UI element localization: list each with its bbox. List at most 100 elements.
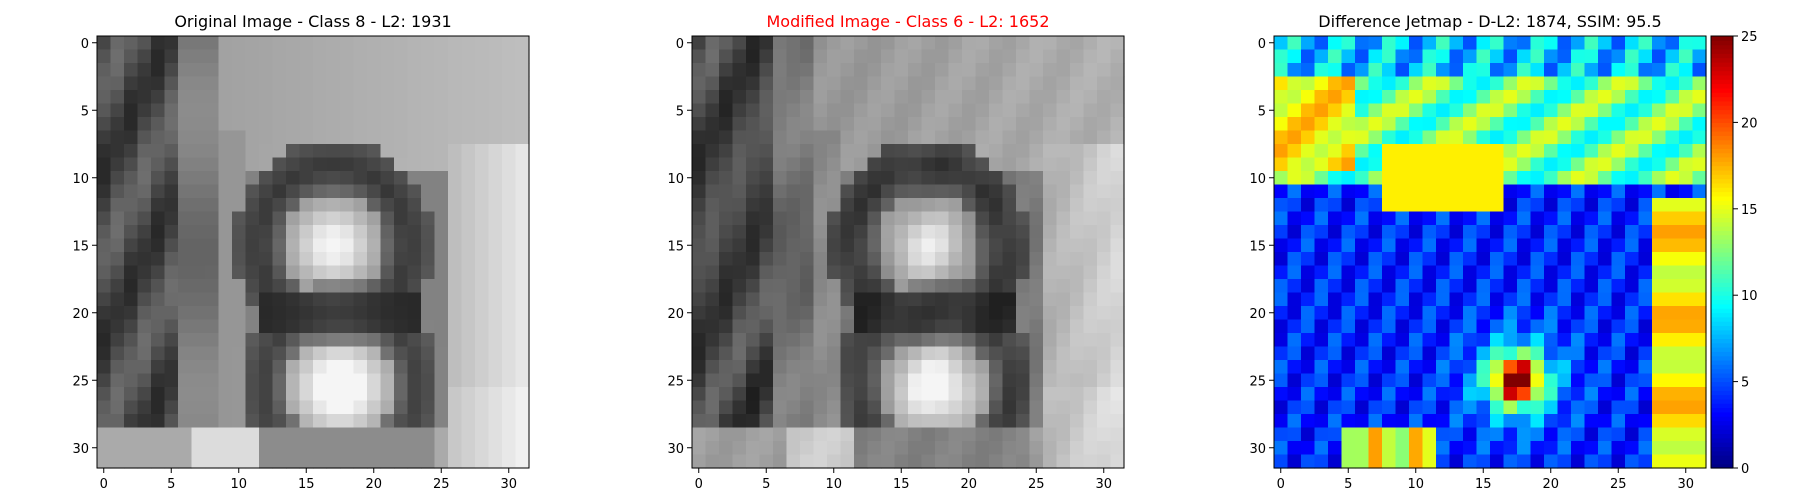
heatmap-cell — [380, 292, 395, 307]
heatmap-cell — [1463, 306, 1478, 321]
heatmap-cell — [813, 414, 828, 429]
heatmap-cell — [137, 117, 152, 132]
heatmap-cell — [719, 171, 734, 186]
heatmap-cell — [1665, 252, 1680, 267]
heatmap-cell — [1436, 103, 1451, 118]
heatmap-cell — [1571, 400, 1586, 415]
heatmap-cell — [1530, 333, 1545, 348]
heatmap-cell — [813, 238, 828, 253]
heatmap-cell — [299, 171, 314, 186]
heatmap-cell — [962, 306, 977, 321]
heatmap-cell — [232, 306, 247, 321]
heatmap-cell — [1490, 414, 1505, 429]
heatmap-cell — [773, 198, 788, 213]
heatmap-cell — [1301, 346, 1316, 361]
heatmap-cell — [299, 90, 314, 105]
colorbar-segment — [1711, 105, 1733, 111]
heatmap-cell — [1571, 346, 1586, 361]
heatmap-cell — [1274, 414, 1289, 429]
heatmap-cell — [259, 198, 274, 213]
heatmap-cell — [488, 238, 503, 253]
heatmap-cell — [1070, 427, 1085, 442]
heatmap-cell — [164, 427, 179, 442]
heatmap-cell — [894, 130, 909, 145]
heatmap-cell — [840, 306, 855, 321]
heatmap-cell — [299, 454, 314, 469]
heatmap-cell — [1328, 171, 1343, 186]
heatmap-cell — [1463, 279, 1478, 294]
heatmap-cell — [894, 184, 909, 199]
heatmap-cell — [1611, 225, 1626, 240]
heatmap-cell — [434, 373, 449, 388]
heatmap-cell — [989, 49, 1004, 64]
heatmap-cell — [1287, 157, 1302, 172]
heatmap-cell — [232, 211, 247, 226]
heatmap-cell — [421, 103, 436, 118]
heatmap-cell — [773, 441, 788, 456]
heatmap-cell — [313, 130, 328, 145]
heatmap-cell — [164, 454, 179, 469]
heatmap-cell — [840, 36, 855, 51]
heatmap-cell — [1436, 211, 1451, 226]
heatmap-cell — [407, 238, 422, 253]
heatmap-cell — [1056, 225, 1071, 240]
heatmap-cell — [1544, 346, 1559, 361]
heatmap-cell — [894, 63, 909, 78]
heatmap-cell — [1598, 171, 1613, 186]
heatmap-cell — [1029, 238, 1044, 253]
heatmap-cell — [894, 306, 909, 321]
heatmap-cell — [394, 373, 409, 388]
heatmap-cell — [1029, 346, 1044, 361]
heatmap-cell — [1692, 387, 1707, 402]
heatmap-cell — [1476, 171, 1491, 186]
heatmap-cell — [461, 211, 476, 226]
y-tick-label: 5 — [81, 104, 89, 119]
heatmap-cell — [515, 373, 530, 388]
heatmap-cell — [719, 373, 734, 388]
heatmap-cell — [1530, 76, 1545, 91]
heatmap-cell — [786, 36, 801, 51]
heatmap-cell — [218, 144, 233, 159]
heatmap-cell — [515, 306, 530, 321]
heatmap-cell — [962, 157, 977, 172]
heatmap-cell — [502, 63, 517, 78]
heatmap-cell — [1490, 225, 1505, 240]
heatmap-cell — [759, 171, 774, 186]
heatmap-cell — [164, 265, 179, 280]
heatmap-cell — [867, 387, 882, 402]
heatmap-cell — [97, 414, 112, 429]
heatmap-cell — [975, 400, 990, 415]
heatmap-cell — [1395, 387, 1410, 402]
heatmap-cell — [1611, 252, 1626, 267]
heatmap-cell — [854, 400, 869, 415]
heatmap-cell — [1083, 252, 1098, 267]
heatmap-cell — [313, 171, 328, 186]
heatmap-cell — [827, 306, 842, 321]
heatmap-cell — [1571, 454, 1586, 469]
heatmap-cell — [259, 279, 274, 294]
heatmap-cell — [1652, 157, 1667, 172]
heatmap-cell — [1097, 252, 1112, 267]
heatmap-cell — [1274, 90, 1289, 105]
heatmap-cell — [164, 306, 179, 321]
heatmap-cell — [137, 103, 152, 118]
heatmap-cell — [759, 103, 774, 118]
heatmap-cell — [1449, 130, 1464, 145]
heatmap-cell — [935, 373, 950, 388]
heatmap-cell — [313, 319, 328, 334]
heatmap-cell — [502, 157, 517, 172]
heatmap-cell — [407, 414, 422, 429]
heatmap-cell — [1503, 279, 1518, 294]
heatmap-cell — [1395, 252, 1410, 267]
heatmap-cell — [232, 49, 247, 64]
heatmap-cell — [827, 171, 842, 186]
heatmap-cell — [205, 171, 220, 186]
heatmap-cell — [1341, 414, 1356, 429]
heatmap-cell — [908, 36, 923, 51]
heatmap-cell — [1476, 319, 1491, 334]
heatmap-cell — [827, 90, 842, 105]
heatmap-cell — [1652, 171, 1667, 186]
heatmap-cell — [394, 400, 409, 415]
heatmap-cell — [1530, 252, 1545, 267]
heatmap-cell — [827, 454, 842, 469]
